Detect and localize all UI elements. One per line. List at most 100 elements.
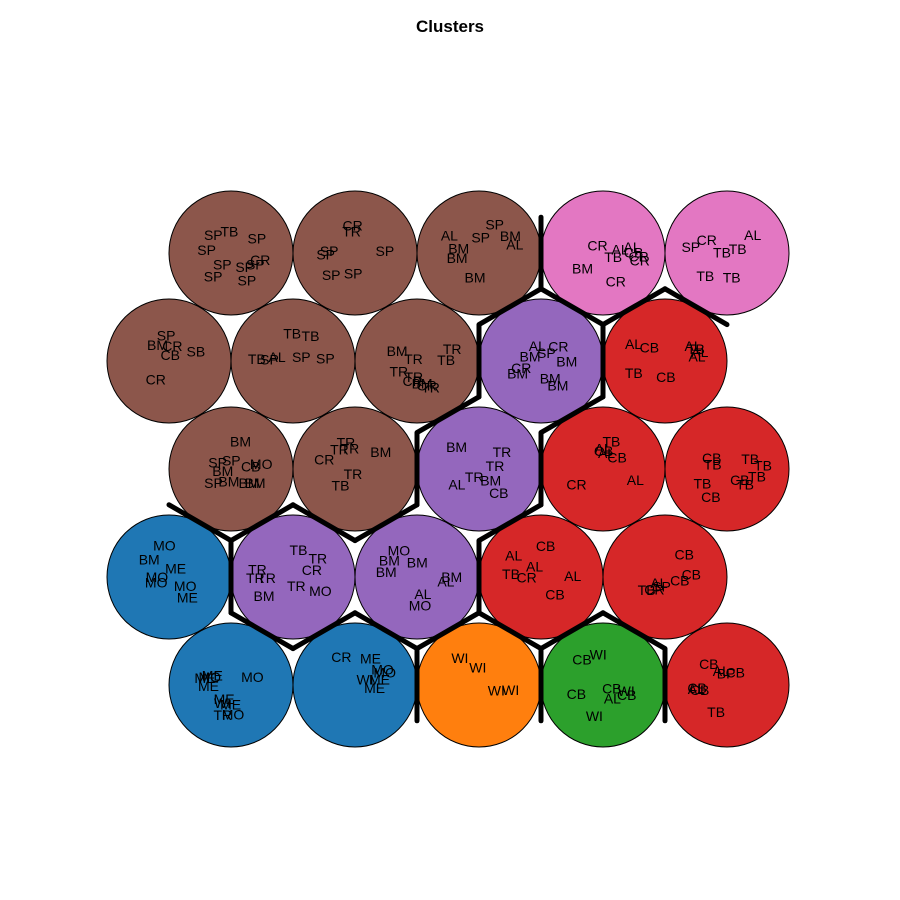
cell-label: TB [604,249,622,265]
cell-label: TB [723,270,741,286]
cell-label: CB [670,572,689,588]
cluster-boundary-segment [476,286,544,328]
som-cell-r4-c1 [106,514,232,640]
cluster-boundary-segment [290,502,358,544]
som-cell-r4-c4 [478,514,604,640]
cell-label: TB [736,477,754,493]
cell-label: MO [199,669,222,685]
som-cell-r1-c5 [664,190,790,316]
cell-label: TB [696,268,714,284]
cell-label: AL [269,349,286,365]
cell-label: TB [283,325,301,341]
cell-label: CR [587,237,607,253]
cell-label: CB [536,538,555,554]
cell-label: SP [316,246,335,262]
cell-label: MO [388,543,411,559]
cell-label: TB [754,458,772,474]
cell-label: TR [342,223,361,239]
cell-label: TR [404,369,423,385]
cell-label: TB [704,456,722,472]
cell-label: TR [248,561,267,577]
cell-label: CB [640,340,659,356]
cell-label: MO [145,575,168,591]
som-cell-r1-c1 [168,190,294,316]
cell-label: AL [625,336,642,352]
cell-label: MO [250,456,273,472]
cluster-boundary-segment [414,394,482,436]
cell-label: TR [337,435,356,451]
cell-label: SP [260,352,279,368]
cell-label: TB [741,451,759,467]
cell-label: TB [638,582,656,598]
cell-label: SP [197,242,216,258]
som-cell-r3-c4 [540,406,666,532]
cell-label: CB [699,656,718,672]
cell-label: AL [414,586,431,602]
cell-label: AL [529,338,546,354]
cell-label: AL [604,691,621,707]
cell-label: BM [245,475,266,491]
cell-label: BM [376,564,397,580]
cell-label: WI [590,647,607,663]
cell-label: AL [688,681,705,697]
cluster-boundary-segment [476,610,544,652]
cell-label: TB [332,478,350,494]
cell-label: CR [566,477,586,493]
cell-label: AL [595,440,612,456]
cell-label: AL [650,575,667,591]
cell-label: TB [502,566,520,582]
cell-label: BM [412,376,433,392]
cell-label: SP [246,256,265,272]
cell-label: MO [174,578,197,594]
cell-label: SP [652,579,671,595]
cell-label: TR [341,441,360,457]
cell-label: CR [417,377,437,393]
cell-label: BM [441,569,462,585]
cell-label: TR [404,351,423,367]
cell-label: AL [598,445,615,461]
cluster-boundaries [166,214,730,724]
cell-label: ME [364,680,385,696]
cell-label: AL [441,227,458,243]
cell-label: AL [448,477,465,493]
cell-label: TR [287,578,306,594]
cell-label: CR [331,649,351,665]
cell-label: AL [691,344,708,360]
som-cell-r1-c3 [416,190,542,316]
cell-label: CB [624,245,643,261]
cell-label: SP [248,231,267,247]
cell-label: SP [204,227,223,243]
cell-label: AL [627,472,644,488]
cell-label: WI [586,708,603,724]
cell-label: BM [239,475,260,491]
cell-label: TR [465,469,484,485]
cell-label: CB [701,489,720,505]
cell-label: CB [567,686,586,702]
cell-label: BM [230,434,251,450]
cluster-boundary-segment [476,502,544,544]
cell-label: TB [437,352,455,368]
cell-label: TB [290,542,308,558]
chart-title: Clusters [416,17,484,36]
cluster-boundary-segment [600,610,668,652]
cell-label: ME [198,678,219,694]
cell-label: MO [153,537,176,553]
cell-label: CB [572,652,591,668]
cluster-boundary-segment [538,286,606,328]
cell-label: BM [540,371,561,387]
cell-label: BM [387,343,408,359]
cell-label: BM [556,353,577,369]
cell-label: BM [446,439,467,455]
cluster-boundary-segment [228,502,296,544]
cell-label: MO [373,664,396,680]
cell-label: WI [214,695,231,711]
cluster-boundary-segment [352,610,420,652]
cluster-boundary-segment [290,610,358,652]
cell-label: AL [526,558,543,574]
cell-label: AL [688,349,705,365]
cell-label: BM [520,349,541,365]
cell-label: TR [389,364,408,380]
cell-label: TB [713,245,731,261]
cell-label: TB [625,365,643,381]
